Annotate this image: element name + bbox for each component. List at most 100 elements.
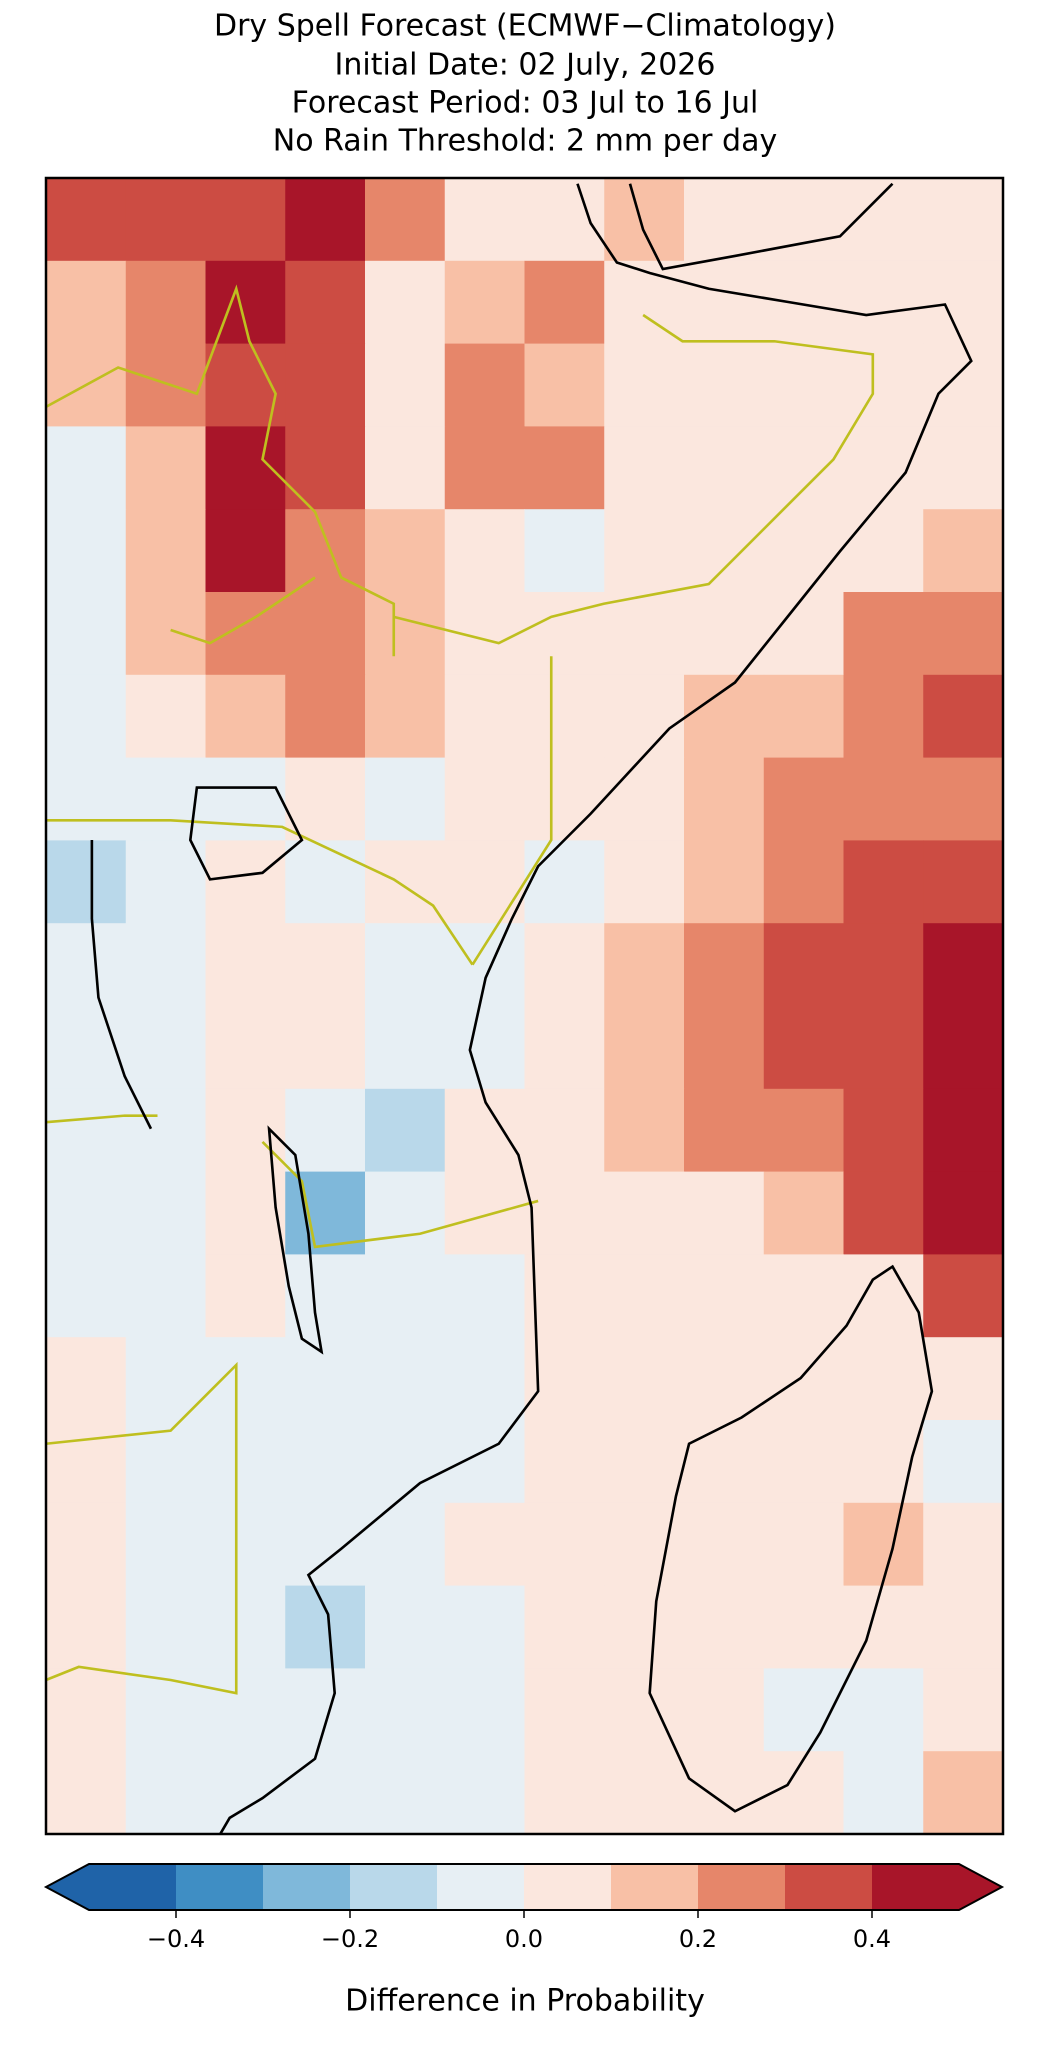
- colorbar-box: [437, 1864, 525, 1910]
- map-cell: [763, 1751, 844, 1835]
- map-cell: [444, 509, 525, 593]
- colorbar: −0.4 −0.2 0.0 0.2 0.4: [43, 1863, 1005, 1953]
- map-cell: [923, 674, 1004, 759]
- colorbar-tick-label: −0.2: [321, 1925, 379, 1953]
- map-cell: [125, 1006, 206, 1090]
- map-cell: [125, 757, 206, 841]
- map-cell: [125, 426, 206, 510]
- map-cell: [125, 1751, 206, 1835]
- map-cell: [843, 674, 924, 759]
- map-cell: [205, 1006, 286, 1090]
- map-cell: [684, 1502, 765, 1587]
- map-cell: [923, 426, 1004, 510]
- map-cell: [524, 343, 605, 427]
- map-cell: [125, 1254, 206, 1338]
- map-cell: [843, 1668, 924, 1752]
- title-line: No Rain Threshold: 2 mm per day: [273, 124, 777, 159]
- map-cell: [524, 1668, 605, 1752]
- map-cell: [125, 509, 206, 593]
- map-cell: [444, 1751, 525, 1835]
- map-cell: [125, 260, 206, 345]
- map-cell: [285, 1088, 366, 1173]
- map-cell: [444, 1585, 525, 1669]
- map-cell: [205, 426, 286, 510]
- map-cell: [843, 1585, 924, 1669]
- map-cell: [365, 1585, 446, 1669]
- map-cell: [444, 1006, 525, 1090]
- map-cell: [763, 343, 844, 427]
- colorbar-tick-label: 0.0: [505, 1925, 543, 1953]
- island: [648, 1264, 934, 1813]
- colorbar-box: [524, 1864, 612, 1910]
- map-cell: [205, 1171, 286, 1255]
- map-cell: [604, 343, 685, 427]
- map-cell: [365, 757, 446, 841]
- map-cell: [524, 592, 605, 676]
- map-cell: [285, 1585, 366, 1669]
- map-cell: [684, 757, 765, 841]
- map-cell: [843, 509, 924, 593]
- map-cell: [365, 178, 446, 262]
- map-cell: [923, 1668, 1004, 1752]
- map-cell: [763, 840, 844, 924]
- map-cell: [843, 1751, 924, 1835]
- map-cell: [46, 923, 127, 1007]
- map-cell: [205, 1751, 286, 1835]
- map-cell: [125, 674, 206, 759]
- map-cell: [125, 1420, 206, 1504]
- map-cell: [46, 1254, 127, 1338]
- map-cell: [923, 178, 1004, 262]
- map-cell: [365, 1006, 446, 1090]
- map-cell: [46, 1088, 127, 1173]
- map-cell: [604, 260, 685, 345]
- map-frame: [44, 176, 1005, 1836]
- colorbar-box: [698, 1864, 786, 1910]
- map-cell: [365, 1171, 446, 1255]
- map-cell: [923, 1254, 1004, 1338]
- map-cell: [125, 178, 206, 262]
- map-cell: [205, 1088, 286, 1173]
- map-cell: [604, 757, 685, 841]
- map-cell: [684, 178, 765, 262]
- map-cell: [604, 1088, 685, 1173]
- map-cell: [923, 840, 1004, 924]
- map-cell: [46, 1751, 127, 1835]
- colorbar-outline: [43, 1863, 1005, 1911]
- map-cell: [46, 840, 127, 924]
- map-cell: [365, 592, 446, 676]
- map-cell: [205, 1668, 286, 1752]
- map-cell: [205, 840, 286, 924]
- title-line: Forecast Period: 03 Jul to 16 Jul: [292, 86, 759, 121]
- map-cell: [604, 426, 685, 510]
- map-cell: [46, 1668, 127, 1752]
- map-cell: [205, 1337, 286, 1421]
- map-cell: [205, 923, 286, 1007]
- colorbar-tick-label: 0.2: [679, 1925, 717, 1953]
- map-cell: [285, 343, 366, 427]
- map-cell: [843, 840, 924, 924]
- map-cell: [684, 343, 765, 427]
- map-cell: [46, 260, 127, 345]
- map-cell: [444, 426, 525, 510]
- map-cell: [524, 1420, 605, 1504]
- map-cell: [684, 1254, 765, 1338]
- map-cell: [843, 1088, 924, 1173]
- map-cell: [365, 674, 446, 759]
- map-cell: [843, 592, 924, 676]
- map-cell: [285, 260, 366, 345]
- map-cell: [46, 757, 127, 841]
- map-cell: [524, 178, 605, 262]
- map-cell: [604, 1337, 685, 1421]
- map-cell: [365, 343, 446, 427]
- map-cell: [763, 592, 844, 676]
- map-cell: [524, 1006, 605, 1090]
- map-cell: [923, 1585, 1004, 1669]
- map-cell: [125, 592, 206, 676]
- map-cell: [524, 260, 605, 345]
- map-cell: [524, 757, 605, 841]
- map-cell: [604, 1585, 685, 1669]
- map-cell: [46, 1337, 127, 1421]
- map-cell: [125, 1668, 206, 1752]
- map-cell: [524, 923, 605, 1007]
- map-cell: [46, 674, 127, 759]
